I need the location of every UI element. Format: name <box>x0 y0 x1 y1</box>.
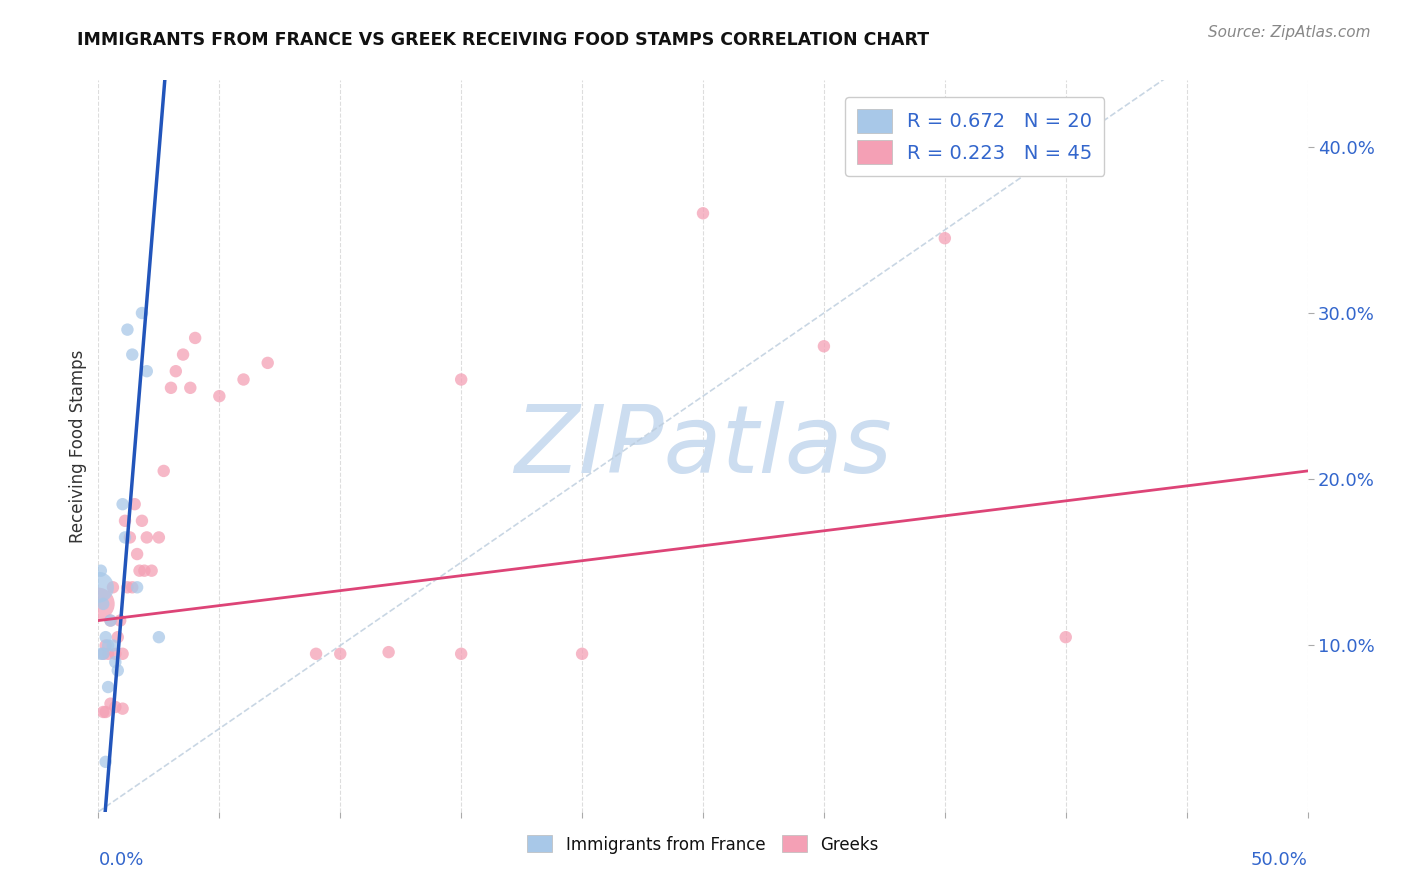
Point <box>94 630 117 644</box>
Point <box>100 614 122 628</box>
Point <box>131 306 153 320</box>
Point <box>87 597 110 611</box>
Point <box>148 630 170 644</box>
Point <box>305 647 328 661</box>
Point <box>329 647 352 661</box>
Point <box>108 614 131 628</box>
Point <box>813 339 835 353</box>
Point <box>121 580 143 594</box>
Point <box>97 680 120 694</box>
Point <box>127 580 149 594</box>
Point <box>165 364 187 378</box>
Point <box>118 530 141 544</box>
Point <box>117 323 139 337</box>
Point <box>127 547 149 561</box>
Point <box>94 755 117 769</box>
Point <box>131 514 153 528</box>
Point <box>107 664 129 678</box>
Point <box>114 514 136 528</box>
Point <box>934 231 956 245</box>
Point <box>450 647 472 661</box>
Point <box>87 580 110 594</box>
Point <box>571 647 593 661</box>
Point <box>172 347 194 362</box>
Point <box>111 497 134 511</box>
Point <box>141 564 163 578</box>
Point <box>160 381 183 395</box>
Legend: Immigrants from France, Greeks: Immigrants from France, Greeks <box>519 827 887 862</box>
Point <box>90 647 112 661</box>
Point <box>377 645 399 659</box>
Point <box>184 331 207 345</box>
Text: 0.0%: 0.0% <box>98 851 143 869</box>
Point <box>148 530 170 544</box>
Point <box>100 614 122 628</box>
Point <box>101 580 124 594</box>
Point <box>121 347 143 362</box>
Point <box>135 530 157 544</box>
Point <box>179 381 201 395</box>
Point <box>232 372 254 386</box>
Point <box>101 639 124 653</box>
Point <box>450 372 472 386</box>
Point <box>104 700 127 714</box>
Point <box>104 655 127 669</box>
Point <box>117 580 139 594</box>
Point <box>256 356 278 370</box>
Y-axis label: Receiving Food Stamps: Receiving Food Stamps <box>69 350 87 542</box>
Point <box>94 639 117 653</box>
Point <box>692 206 714 220</box>
Point <box>94 705 117 719</box>
Text: IMMIGRANTS FROM FRANCE VS GREEK RECEIVING FOOD STAMPS CORRELATION CHART: IMMIGRANTS FROM FRANCE VS GREEK RECEIVIN… <box>77 31 929 49</box>
Point <box>107 630 129 644</box>
Point <box>134 564 156 578</box>
Point <box>91 647 114 661</box>
Point <box>124 497 146 511</box>
Text: 50.0%: 50.0% <box>1251 851 1308 869</box>
Text: Source: ZipAtlas.com: Source: ZipAtlas.com <box>1208 25 1371 40</box>
Point <box>91 647 114 661</box>
Point <box>135 364 157 378</box>
Point <box>114 530 136 544</box>
Point <box>100 697 122 711</box>
Point <box>128 564 150 578</box>
Text: ZIPatlas: ZIPatlas <box>515 401 891 491</box>
Point <box>1054 630 1077 644</box>
Point <box>104 647 127 661</box>
Point <box>91 597 114 611</box>
Point <box>97 647 120 661</box>
Point <box>111 647 134 661</box>
Point <box>90 564 112 578</box>
Point <box>111 701 134 715</box>
Point <box>97 639 120 653</box>
Point <box>208 389 231 403</box>
Point <box>152 464 174 478</box>
Point <box>91 705 114 719</box>
